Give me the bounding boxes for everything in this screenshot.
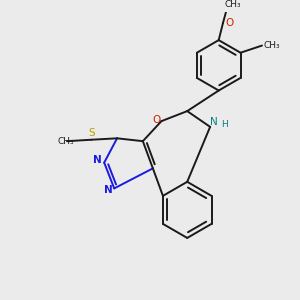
- Text: N: N: [93, 155, 101, 165]
- Text: S: S: [88, 128, 95, 138]
- Text: O: O: [152, 115, 160, 125]
- Text: CH₃: CH₃: [225, 0, 241, 9]
- Text: CH₃: CH₃: [57, 137, 74, 146]
- Text: CH₃: CH₃: [264, 41, 280, 50]
- Text: N: N: [210, 117, 218, 127]
- Text: H: H: [222, 120, 228, 129]
- Text: N: N: [103, 185, 112, 195]
- Text: O: O: [225, 18, 233, 28]
